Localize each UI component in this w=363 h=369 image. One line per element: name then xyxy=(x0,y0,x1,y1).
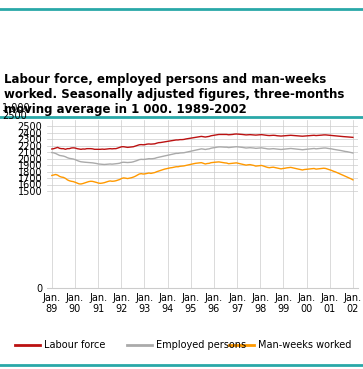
Text: Labour force: Labour force xyxy=(44,340,105,350)
Text: 2500: 2500 xyxy=(2,111,26,121)
Text: Man-weeks worked: Man-weeks worked xyxy=(258,340,351,350)
Text: Employed persons: Employed persons xyxy=(156,340,246,350)
Text: Labour force, employed persons and man-weeks
worked. Seasonally adjusted figures: Labour force, employed persons and man-w… xyxy=(4,73,344,116)
Text: 1 000: 1 000 xyxy=(2,103,29,113)
